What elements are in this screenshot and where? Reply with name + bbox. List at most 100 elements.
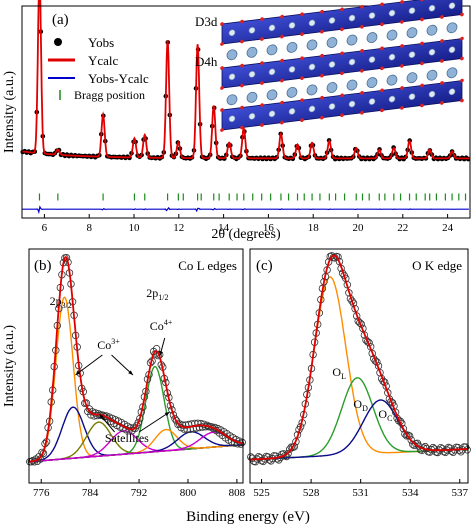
panel-b-title: Co L edges — [178, 258, 237, 273]
panel-b-component-7 — [29, 431, 243, 463]
structure-atom-co — [268, 68, 276, 76]
label-2p12-subscript: 1/2 — [158, 293, 168, 302]
structure-atom-o — [420, 61, 424, 66]
panel-b-data-point — [180, 425, 188, 433]
structure-atom-cation — [346, 79, 358, 91]
structure-atom-cation — [266, 44, 278, 56]
structure-atom-o — [320, 115, 324, 120]
structure-atom-co — [428, 48, 436, 56]
structure-atom-o — [220, 66, 224, 70]
arrow-satellites-b — [138, 411, 170, 433]
structure-atom-co — [248, 112, 256, 120]
panel-c-x-tick-label-537: 537 — [451, 487, 468, 499]
panel-c-frame — [249, 248, 469, 484]
bragg-ticks — [38, 193, 467, 201]
structure-atom-o — [240, 105, 244, 110]
structure-atom-co — [308, 19, 316, 27]
panel-b-x-tick-label-792: 792 — [131, 487, 148, 499]
panel-b-data-point — [168, 406, 176, 414]
structure-atom-co — [348, 58, 356, 66]
panel-a-plot-area — [20, 0, 471, 215]
panel-c-data-point — [356, 319, 364, 327]
structure-atom-cation — [366, 77, 378, 89]
structure-atom-cation — [246, 91, 258, 103]
structure-layer-3 — [221, 80, 463, 131]
structure-atom-cation — [286, 41, 298, 53]
structure-atom-cation — [426, 69, 438, 81]
structure-atom-o — [420, 83, 424, 88]
structure-atom-o — [380, 46, 384, 51]
structure-atom-cation — [366, 32, 378, 44]
structure-atom-o — [340, 71, 344, 76]
structure-atom-o — [400, 106, 404, 110]
structure-atom-o — [240, 83, 244, 88]
structure-atom-o — [280, 14, 284, 19]
panel-b-x-tick-label-800: 800 — [180, 487, 197, 499]
structure-atom-o — [460, 98, 464, 103]
panel-a-x-tick-label-6: 6 — [42, 222, 48, 234]
panel-b: 2p3/2 2p1/2 Co3+ Co4+ Satellites (b) Co L ed… — [2, 248, 246, 499]
structure-atom-o — [220, 42, 224, 46]
structure-atom-co — [268, 110, 276, 118]
structure-atom-o — [400, 0, 404, 4]
panel-a-x-tick-label-18: 18 — [308, 222, 320, 234]
legend-diff-label: Yobs-Ycalc — [88, 71, 149, 86]
structure-atom-o — [440, 15, 444, 19]
label-co3plus: Co3+ — [97, 337, 120, 352]
panel-c-x-ticks: 525 528 531 534 537 — [253, 479, 468, 499]
structure-atom-co — [448, 88, 456, 96]
panel-c-x-tick-label-525: 525 — [253, 487, 270, 499]
structure-atom-cation — [406, 72, 418, 84]
structure-atom-co — [328, 61, 336, 68]
panel-a-x-tick-label-20: 20 — [353, 222, 365, 234]
structure-atom-o — [300, 98, 304, 102]
panel-b-x-tick-label-808: 808 — [229, 487, 246, 499]
panel-b-x-ticks: 776 784 792 800 808 — [33, 479, 246, 499]
panel-c-data-point — [284, 449, 292, 458]
structure-atom-co — [228, 73, 236, 81]
structure-atom-cation — [326, 37, 338, 48]
legend-yobs-label: Yobs — [88, 35, 114, 50]
structure-atom-o — [420, 17, 424, 22]
panel-a-frame — [21, 5, 471, 219]
structure-atom-o — [220, 108, 224, 112]
structure-atom-o — [460, 12, 464, 17]
structure-atom-o — [340, 113, 344, 118]
structure-atom-cation — [306, 39, 318, 51]
structure-atom-cation — [446, 22, 458, 34]
panel-b-data-point — [169, 411, 178, 419]
structure-atom-co — [388, 95, 396, 103]
structure-atom-o — [360, 48, 364, 53]
structure-atom-cation — [426, 24, 438, 36]
structure-atom-cation — [266, 89, 278, 101]
panel-b-frame — [28, 248, 244, 484]
structure-atom-cation — [226, 94, 238, 106]
yobs-ycalc-line — [22, 205, 469, 215]
panel-c-x-tick-label-531: 531 — [352, 487, 369, 499]
panel-b-data-point — [134, 418, 142, 427]
panel-b-ylabel: Intensity (a.u.) — [2, 325, 17, 407]
panel-c-plot-area: OL OD OC — [247, 252, 471, 466]
structure-atom-o — [300, 56, 304, 60]
structure-atom-cation — [446, 67, 458, 79]
structure-atom-co — [448, 46, 456, 54]
panel-b-data-point — [183, 425, 191, 434]
arrow-satellites-a-head — [99, 414, 104, 419]
label-oc: OC — [378, 407, 392, 423]
structure-layer-1 — [221, 0, 463, 45]
structure-atom-o — [460, 36, 464, 41]
structure-atom-o — [440, 59, 444, 63]
label-od-subscript: D — [362, 404, 368, 413]
structure-atom-o — [240, 125, 244, 130]
label-co4plus-superscript: 4+ — [164, 318, 173, 327]
structure-atom-o — [300, 76, 304, 80]
structure-atom-cation — [226, 49, 238, 61]
structure-atom-o — [460, 56, 464, 61]
panel-c-x-tick-label-528: 528 — [303, 487, 320, 499]
structure-label-d3d: D3d — [195, 14, 218, 29]
structure-atom-o — [380, 2, 384, 7]
panel-b-data-point — [171, 415, 179, 423]
panel-c-fit-line — [250, 254, 468, 461]
structure-atom-o — [320, 9, 324, 14]
